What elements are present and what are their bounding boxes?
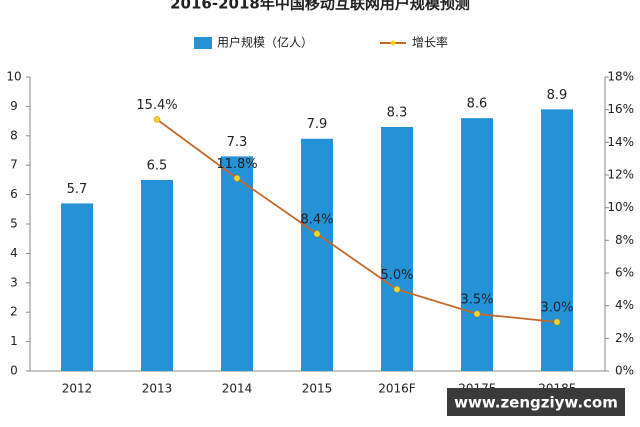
bar (381, 126, 413, 371)
legend-swatch (194, 37, 212, 49)
y2-tick-label: 4% (615, 298, 634, 312)
y-tick-label: 0 (10, 364, 18, 378)
bar-value-label: 6.5 (147, 158, 168, 173)
legend-label: 增长率 (412, 35, 448, 50)
bar (61, 203, 93, 371)
bar (301, 138, 333, 371)
legend-label: 用户规模（亿人） (217, 35, 313, 50)
y2-tick-label: 12% (607, 168, 634, 182)
y2-tick-label: 10% (607, 200, 634, 214)
bar-value-label: 8.3 (387, 105, 408, 120)
line-value-label: 8.4% (300, 212, 333, 227)
y2-tick-label: 2% (615, 331, 634, 345)
bar-value-label: 5.7 (67, 182, 88, 197)
bar (221, 156, 253, 371)
line-marker (313, 230, 321, 238)
y-tick-label: 4 (10, 246, 18, 260)
line-marker (553, 318, 561, 326)
bar-value-label: 8.9 (547, 88, 568, 103)
line-value-label: 5.0% (380, 268, 413, 283)
watermark: www.zengziyw.com (454, 394, 618, 412)
line-marker (233, 174, 241, 182)
y-tick-label: 1 (10, 334, 18, 348)
y2-tick-label: 18% (607, 70, 634, 84)
line-value-label: 15.4% (136, 98, 177, 113)
x-tick-label: 2013 (142, 382, 173, 396)
y2-tick-label: 0% (615, 364, 634, 378)
bar-value-label: 7.9 (307, 117, 328, 132)
bar (461, 118, 493, 371)
x-tick-label: 2016F (378, 382, 416, 396)
line-marker (153, 116, 161, 123)
line-value-label: 3.5% (460, 292, 493, 307)
x-tick-label: 2012 (62, 382, 93, 396)
bar (141, 179, 173, 371)
y-tick-label: 5 (10, 217, 18, 231)
y2-tick-label: 6% (615, 266, 634, 280)
y-tick-label: 10 (6, 70, 21, 84)
chart-title: 2016-2018年中国移动互联网用户规模预测 (170, 0, 470, 13)
y-tick-label: 3 (10, 275, 18, 289)
bar-value-label: 7.3 (227, 135, 248, 150)
y-tick-label: 6 (10, 187, 18, 201)
x-tick-label: 2015 (302, 382, 333, 396)
y2-tick-label: 14% (607, 135, 634, 149)
line-value-label: 11.8% (216, 157, 257, 172)
line-marker (473, 310, 481, 318)
line-marker (393, 286, 401, 293)
y-tick-label: 8 (10, 128, 18, 142)
y-tick-label: 2 (10, 305, 18, 319)
bar-value-label: 8.6 (467, 97, 488, 112)
x-tick-label: 2014 (222, 382, 253, 396)
y2-tick-label: 16% (607, 102, 634, 116)
legend-marker (390, 40, 396, 46)
y-tick-label: 7 (10, 158, 18, 172)
line-value-label: 3.0% (540, 301, 573, 316)
y-tick-label: 9 (10, 99, 18, 113)
line (156, 118, 558, 323)
y2-tick-label: 8% (615, 233, 634, 247)
watermark-box (447, 388, 625, 416)
bar (541, 109, 573, 371)
